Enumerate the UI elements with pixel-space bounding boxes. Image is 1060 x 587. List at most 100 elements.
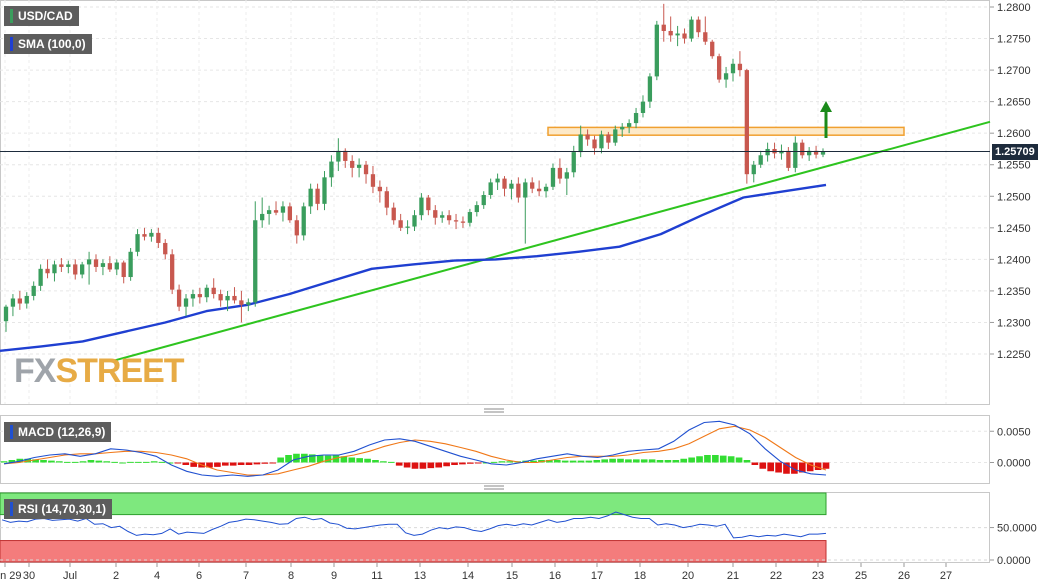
candle-body xyxy=(661,24,666,31)
date-tick-label: 9 xyxy=(331,570,337,582)
candle-body xyxy=(384,191,389,208)
candle-body xyxy=(3,306,9,322)
candle-body xyxy=(571,152,576,173)
macd-histogram-bar xyxy=(32,459,39,463)
candle-body xyxy=(530,182,535,189)
macd-histogram-bar xyxy=(142,461,150,463)
candle-body xyxy=(163,242,168,255)
macd-histogram-bar xyxy=(56,461,63,463)
date-tick-label: Jul xyxy=(63,570,77,582)
candle-body xyxy=(156,232,161,243)
macd-histogram-bar xyxy=(308,454,316,463)
candle-body xyxy=(190,294,196,299)
macd-histogram-bar xyxy=(48,460,55,463)
candle-body xyxy=(315,188,320,204)
candle-body xyxy=(391,207,396,221)
candle-body xyxy=(751,164,756,175)
candle-body xyxy=(149,232,154,237)
candle-body xyxy=(675,33,680,36)
rsi-tag[interactable]: RSI (14,70,30,1) xyxy=(4,499,113,519)
candle-body xyxy=(211,287,216,295)
symbol-tag[interactable]: USD/CAD xyxy=(4,6,79,26)
candle-body xyxy=(107,263,113,270)
sma-tag[interactable]: SMA (100,0) xyxy=(4,34,92,54)
macd-histogram-bar xyxy=(759,462,767,469)
candle-body xyxy=(128,251,133,278)
candle-body xyxy=(329,161,334,178)
candle-body xyxy=(86,259,92,265)
rsi-oversold-zone xyxy=(0,540,827,563)
macd-lines xyxy=(3,420,827,477)
candle-body xyxy=(779,150,784,154)
price-tick-label: 1.2700 xyxy=(997,65,1031,77)
macd-histogram-bar xyxy=(459,462,466,465)
candle-body xyxy=(723,73,729,80)
macd-histogram-bar xyxy=(174,462,182,464)
date-tick-label: 21 xyxy=(727,570,739,582)
candle-body xyxy=(606,134,611,143)
macd-histogram-bar xyxy=(712,455,719,463)
macd-histogram-bar xyxy=(625,459,632,463)
date-tick-label: 20 xyxy=(682,570,694,582)
macd-histogram-bar xyxy=(387,461,395,463)
date-tick-label: 23 xyxy=(812,570,824,582)
macd-histogram-bar xyxy=(253,462,261,465)
candle-body xyxy=(467,212,473,223)
candle-body xyxy=(280,206,286,213)
date-tick-label: 25 xyxy=(855,570,867,582)
macd-histogram-bar xyxy=(261,462,269,464)
candle-body xyxy=(363,164,369,175)
rsi-label: RSI (14,70,30,1) xyxy=(18,502,107,516)
date-tick-label: 4 xyxy=(154,570,160,582)
candle-body xyxy=(336,150,341,162)
macd-axis: 0.0050 0.0000 xyxy=(990,426,1031,470)
macd-histogram-bar xyxy=(150,461,158,463)
macd-histogram-bar xyxy=(364,458,371,463)
macd-histogram-bar xyxy=(135,461,142,463)
macd-histogram-bar xyxy=(735,457,743,463)
date-tick-label: 30 xyxy=(23,570,35,582)
candle-body xyxy=(488,182,493,196)
macd-histogram-bar xyxy=(316,455,324,463)
price-tick-label: 1.2400 xyxy=(997,254,1031,266)
candle-body xyxy=(433,210,438,218)
candle-body xyxy=(204,287,209,298)
macd-histogram-bar xyxy=(443,462,450,467)
macd-swatch xyxy=(10,424,13,439)
macd-histogram-bar xyxy=(419,462,427,469)
candle-body xyxy=(356,164,362,168)
macd-histogram-bar xyxy=(632,459,640,463)
symbol-swatch xyxy=(10,8,13,23)
macd-histogram-bar xyxy=(435,462,443,468)
macd-histogram-bar xyxy=(561,460,569,463)
candle-body xyxy=(197,294,203,298)
price-tick-label: 1.2550 xyxy=(997,160,1031,172)
candle-body xyxy=(786,150,791,168)
macd-histogram-bar xyxy=(727,456,735,463)
macd-histogram-bar xyxy=(648,459,656,463)
candle-body xyxy=(481,195,486,206)
macd-histogram-bar xyxy=(395,462,403,466)
price-tick-label: 1.2750 xyxy=(997,34,1031,46)
macd-histogram-bar xyxy=(427,462,435,469)
candle-body xyxy=(377,186,383,192)
candle-body xyxy=(502,178,507,189)
macd-histogram-bar xyxy=(467,462,474,464)
date-tick-label: 26 xyxy=(898,570,910,582)
candle-body xyxy=(474,205,479,213)
logo-fx: FX xyxy=(14,352,56,390)
candle-body xyxy=(246,302,251,305)
candle-body xyxy=(73,264,78,275)
candle-body xyxy=(800,142,805,156)
candle-body xyxy=(737,63,743,71)
candle-body xyxy=(599,134,604,149)
up-arrow-icon xyxy=(820,101,832,138)
candle-body xyxy=(460,221,466,223)
date-tick-label: 16 xyxy=(549,570,561,582)
candle-body xyxy=(225,295,230,301)
price-tick-label: 1.2800 xyxy=(997,2,1031,14)
price-tick-label: 1.2250 xyxy=(997,349,1031,361)
date-tick-label: 11 xyxy=(371,570,382,582)
macd-tag[interactable]: MACD (12,26,9) xyxy=(4,422,112,442)
candle-body xyxy=(343,150,348,161)
